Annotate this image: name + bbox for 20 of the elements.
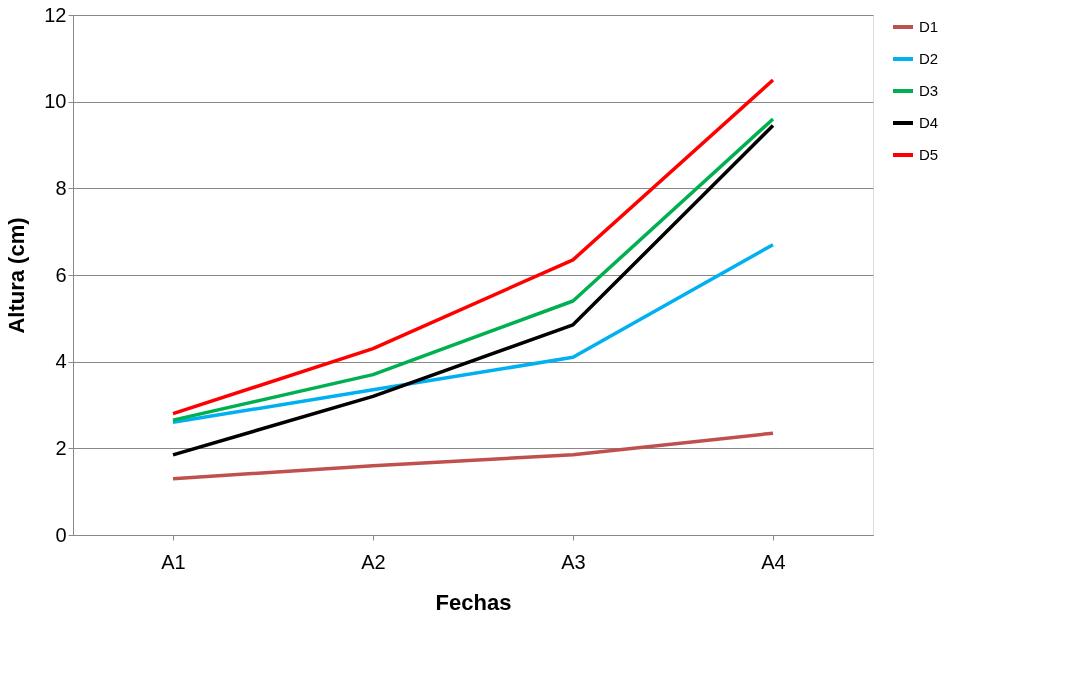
- x-axis-title: Fechas: [435, 589, 512, 615]
- y-tick-label: 12: [44, 3, 67, 26]
- x-tick-label: A1: [161, 550, 186, 573]
- y-tick-label: 8: [55, 176, 67, 199]
- y-tick-label: 4: [55, 350, 67, 373]
- legend-label: D3: [919, 82, 939, 99]
- x-tick-label: A3: [561, 550, 586, 573]
- y-tick-label: 2: [55, 436, 67, 459]
- y-tick-label: 6: [55, 263, 67, 286]
- line-series: [171, 242, 775, 425]
- x-tick-label: A2: [361, 550, 386, 573]
- y-axis-title: Altura (cm): [4, 217, 30, 334]
- legend-label: D4: [919, 114, 939, 131]
- legend-label: D5: [919, 146, 939, 163]
- line-series: [171, 431, 775, 481]
- y-tick-label: 10: [44, 90, 67, 113]
- legend-label: D1: [919, 18, 939, 35]
- y-tick-label: 0: [55, 523, 67, 546]
- x-tick-label: A4: [761, 550, 786, 573]
- legend-label: D2: [919, 50, 939, 67]
